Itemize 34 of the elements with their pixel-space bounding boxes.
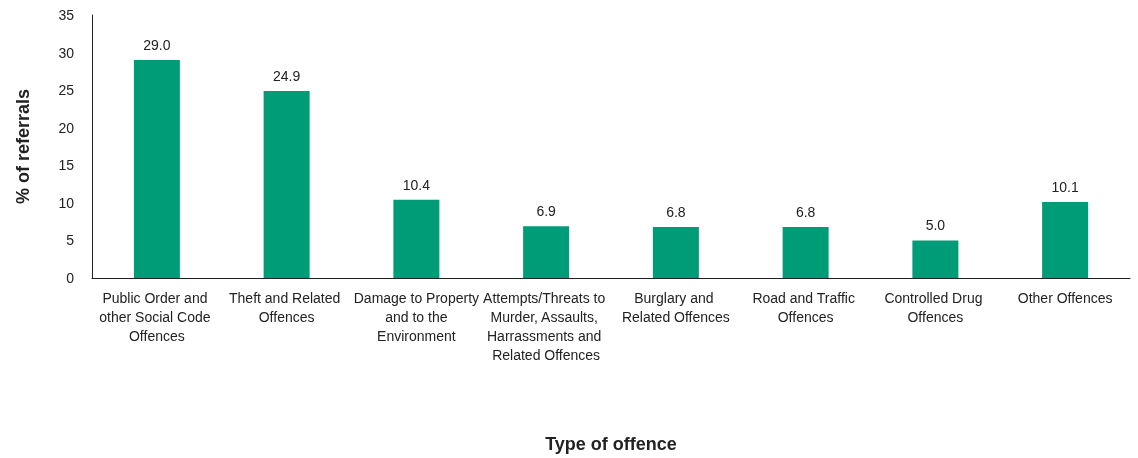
y-tick-label: 10: [58, 194, 75, 211]
data-label: 24.9: [273, 67, 301, 84]
x-tick-label: Controlled Drug Offences: [884, 289, 987, 325]
y-tick-label: 15: [58, 157, 75, 174]
y-tick-label: 0: [66, 270, 75, 286]
y-tick-label: 30: [58, 44, 75, 61]
y-axis-title: % of referrals: [13, 88, 33, 205]
x-axis-title: Type of offence: [545, 434, 677, 454]
x-tick-label: Burglary and Related Offences: [621, 289, 730, 325]
y-tick-label: 35: [58, 7, 75, 23]
y-tick-label: 25: [58, 82, 75, 99]
bar: [1042, 202, 1089, 278]
y-tick-label: 5: [66, 232, 75, 249]
x-tick-label: Attempts/Threats to Murder, Assaults, Harrassments and Related Offences: [483, 289, 610, 363]
data-label: 5.0: [925, 217, 946, 234]
bar: [523, 226, 570, 278]
data-label: 10.4: [402, 176, 431, 193]
bar: [133, 60, 180, 278]
data-label: 6.8: [795, 203, 816, 220]
data-label: 6.8: [666, 203, 686, 220]
y-tick-label: 20: [58, 119, 75, 136]
data-label: 6.9: [536, 203, 557, 220]
data-label: 10.1: [1051, 179, 1079, 196]
x-tick-label: Theft and Related Offences: [229, 289, 345, 325]
x-tick-label: Other Offences: [1017, 289, 1113, 306]
bar: [782, 226, 829, 278]
bar: [912, 240, 959, 278]
data-label: 29.0: [143, 37, 171, 54]
x-tick-label: Public Order and other Social Code Offences: [99, 289, 215, 344]
bar: [393, 199, 440, 278]
bar: [652, 226, 699, 278]
bar: [263, 90, 310, 278]
x-tick-label: Road and Traffic Offences: [752, 289, 859, 325]
x-tick-label: Damage to Property and to the Environment: [353, 289, 480, 344]
